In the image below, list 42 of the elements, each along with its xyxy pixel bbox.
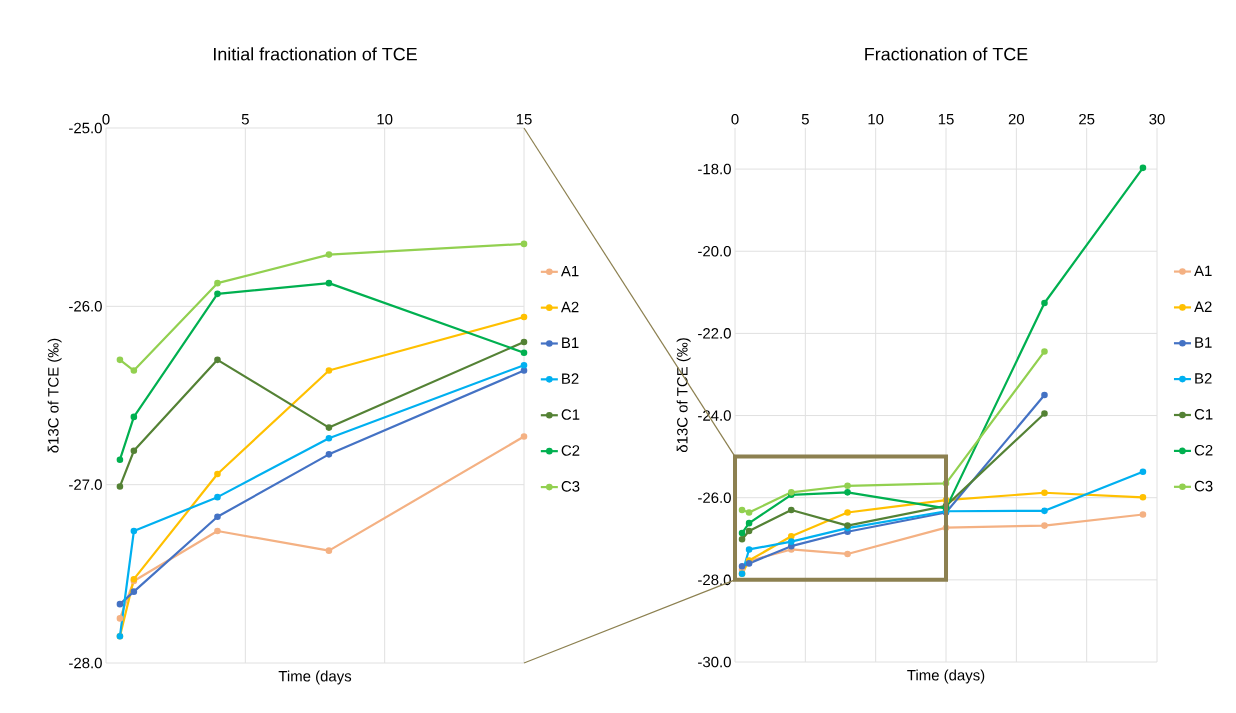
y-axis-title: δ13C of TCE (‰) — [47, 338, 62, 453]
y-tick-label: -24.0 — [698, 410, 731, 421]
x-tick-label: 10 — [868, 113, 884, 125]
x-tick-label: 15 — [938, 114, 954, 125]
legend-label: C3 — [561, 481, 580, 492]
y-axis-title: δ13C of TCE (‰) — [676, 338, 691, 453]
chart-title: Fractionation of TCE — [865, 47, 1028, 61]
y-tick-label: -18.0 — [698, 163, 731, 175]
y-tick-label: -22.0 — [698, 328, 731, 339]
x-tick-label: 0 — [102, 113, 110, 125]
x-tick-label: 25 — [1079, 113, 1095, 125]
legend-label: B1 — [562, 337, 579, 348]
legend-label: B1 — [1195, 337, 1212, 348]
y-tick-label: -28.0 — [69, 657, 102, 669]
legend-label: B2 — [562, 373, 579, 384]
y-tick-label: -30.0 — [698, 656, 731, 668]
x-tick-label: 10 — [377, 113, 393, 125]
y-tick-label: -20.0 — [698, 245, 731, 257]
y-tick-label: -27.0 — [69, 479, 102, 490]
legend-label: A2 — [560, 301, 579, 313]
x-tick-label: 5 — [801, 114, 809, 125]
legend-label: C3 — [1194, 480, 1213, 492]
legend-label: C2 — [561, 445, 580, 456]
legend-label: A1 — [560, 265, 579, 277]
chart-title: Initial fractionation of TCE — [214, 47, 417, 61]
legend-label: C2 — [1194, 444, 1213, 456]
y-tick-label: -28.0 — [698, 574, 731, 586]
y-tick-label: -25.0 — [69, 122, 102, 134]
x-tick-label: 15 — [516, 114, 532, 125]
x-axis-title: Time (days) — [907, 669, 985, 684]
x-tick-label: 30 — [1149, 113, 1165, 125]
y-tick-label: -26.0 — [698, 492, 731, 503]
x-tick-label: 5 — [241, 114, 249, 125]
legend-label: A1 — [1194, 265, 1212, 276]
legend-label: C1 — [1194, 409, 1213, 420]
legend-label: A2 — [1194, 301, 1212, 312]
x-tick-label: 0 — [731, 113, 739, 125]
x-axis-title: Time (days — [278, 670, 352, 685]
x-tick-label: 20 — [1008, 113, 1025, 125]
legend-label: C1 — [561, 409, 580, 420]
legend-label: B2 — [1195, 373, 1212, 384]
y-tick-label: -26.0 — [69, 301, 102, 312]
